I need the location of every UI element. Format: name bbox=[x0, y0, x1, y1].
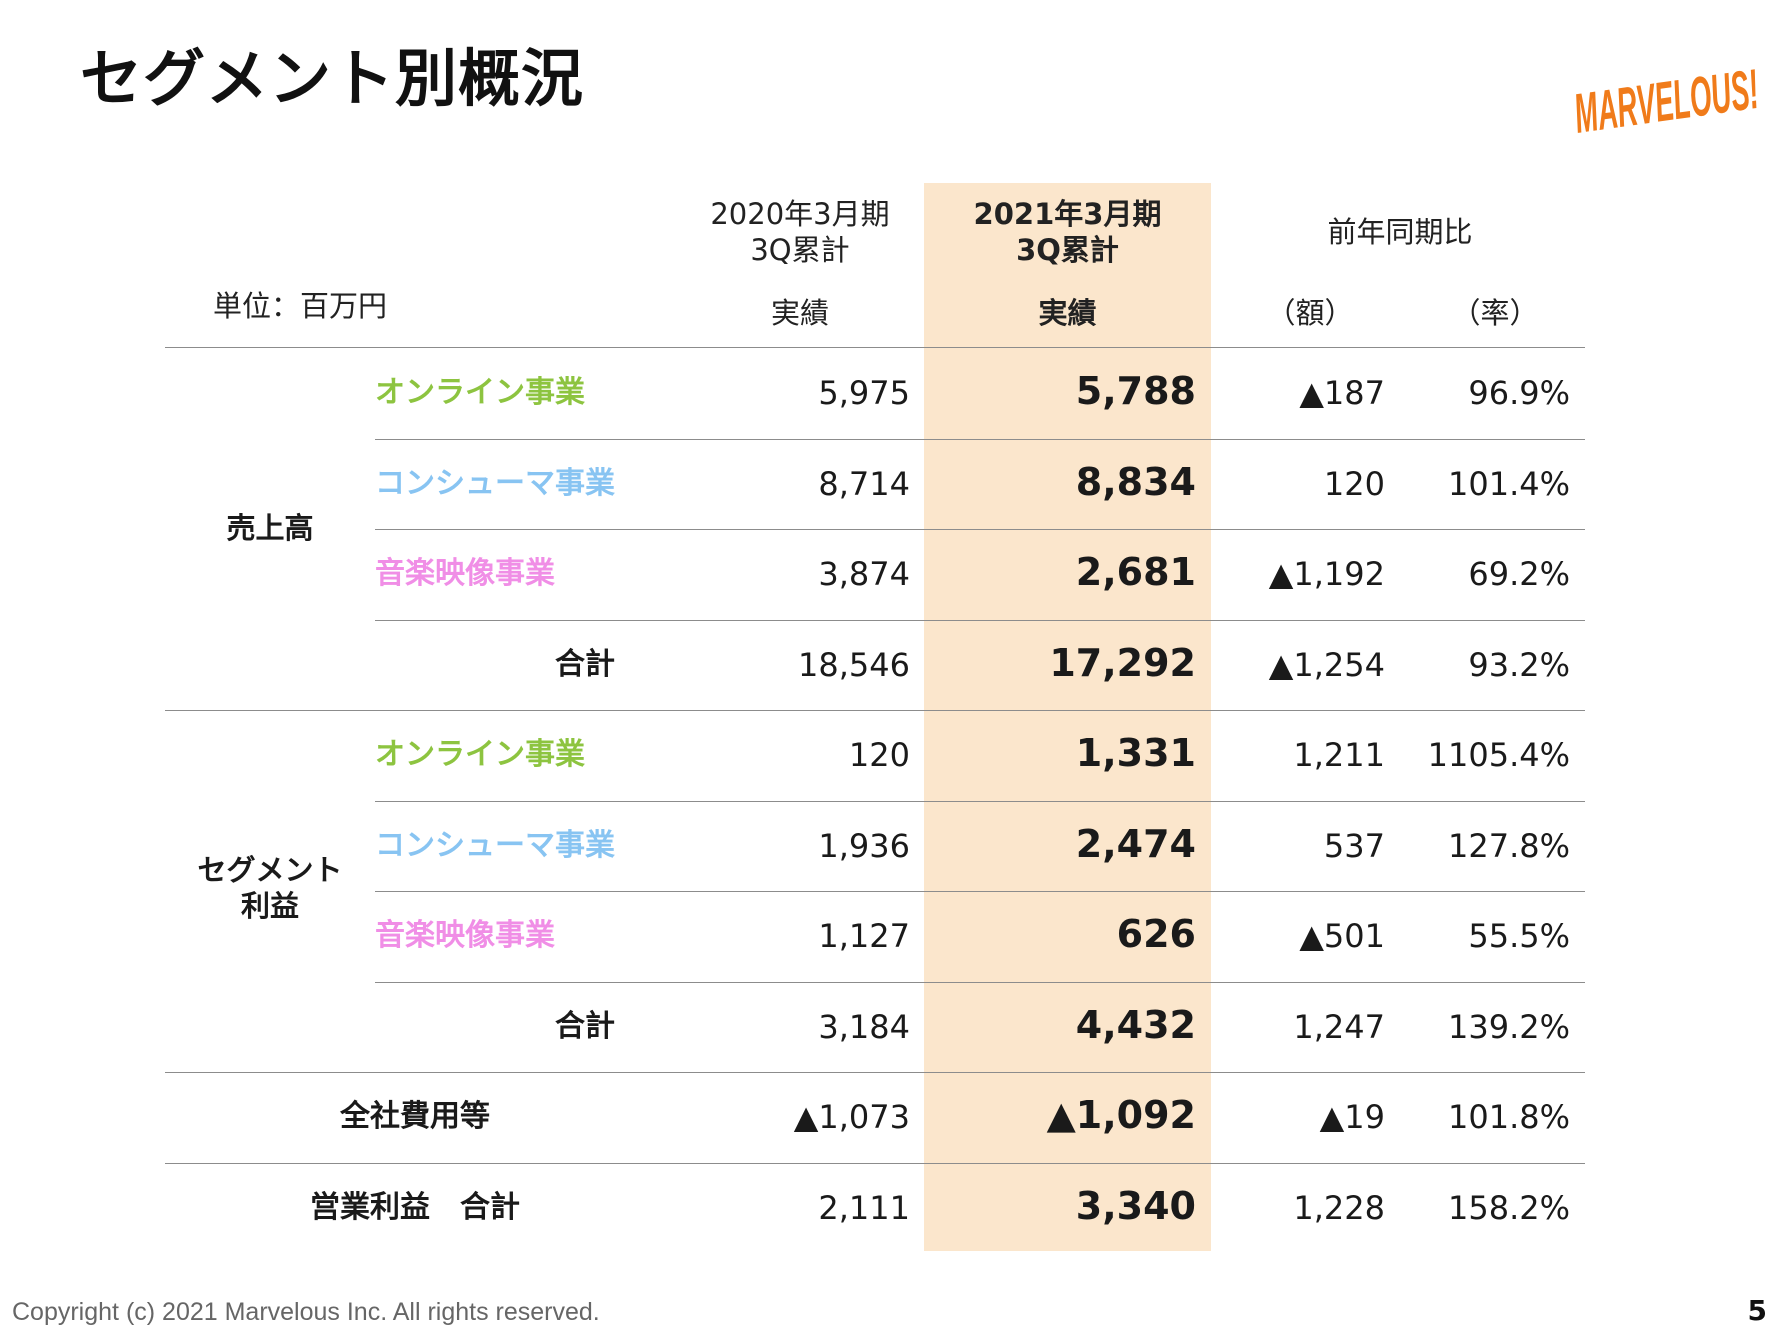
unit-label: 単位：百万円 bbox=[212, 289, 387, 323]
value-rate: 127.8% bbox=[1447, 826, 1570, 865]
value-diff: ▲501 bbox=[1299, 917, 1385, 956]
page-title: セグメント別概況 bbox=[80, 42, 585, 115]
value-curr: 5,788 bbox=[1075, 369, 1196, 414]
value-diff: 120 bbox=[1323, 464, 1385, 503]
value-curr: ▲1,092 bbox=[1046, 1093, 1196, 1138]
value-rate: 158.2% bbox=[1447, 1188, 1570, 1227]
value-diff: ▲187 bbox=[1299, 374, 1385, 413]
value-prev: 2,111 bbox=[818, 1188, 910, 1227]
row-divider-full bbox=[165, 710, 1585, 711]
value-curr: 2,681 bbox=[1075, 550, 1196, 595]
value-rate: 1105.4% bbox=[1427, 736, 1570, 775]
row-divider bbox=[375, 529, 1585, 530]
current-period-highlight bbox=[924, 183, 1211, 1251]
header-divider bbox=[165, 347, 1585, 348]
prev-sub-header: 実績 bbox=[770, 296, 829, 330]
row-label-music: 音楽映像事業 bbox=[375, 556, 555, 592]
value-rate: 101.4% bbox=[1447, 464, 1570, 503]
row-label-consumer: コンシューマ事業 bbox=[375, 827, 615, 863]
value-rate: 139.2% bbox=[1447, 1007, 1570, 1046]
value-prev: 18,546 bbox=[798, 645, 910, 684]
value-curr: 4,432 bbox=[1075, 1002, 1196, 1047]
row-label-online: オンライン事業 bbox=[375, 375, 585, 411]
value-diff: 537 bbox=[1323, 826, 1385, 865]
group-label-segment-profit: セグメント 利益 bbox=[197, 853, 343, 923]
yoy-rate-header: （率） bbox=[1451, 296, 1539, 330]
row-divider bbox=[375, 619, 1585, 621]
value-diff: 1,247 bbox=[1293, 1007, 1385, 1046]
value-diff: ▲1,192 bbox=[1268, 555, 1385, 594]
value-rate: 101.8% bbox=[1447, 1098, 1570, 1137]
value-prev: 5,975 bbox=[818, 374, 910, 413]
value-curr: 2,474 bbox=[1075, 821, 1196, 866]
curr-sub-header: 実績 bbox=[1038, 296, 1097, 330]
row-label-total: 合計 bbox=[555, 646, 615, 682]
row-divider-full bbox=[165, 1162, 1585, 1164]
row-divider bbox=[375, 438, 1585, 440]
value-curr: 1,331 bbox=[1075, 731, 1196, 776]
row-divider-full bbox=[165, 1072, 1585, 1073]
group-label-sales: 売上高 bbox=[226, 511, 314, 545]
row-label-online: オンライン事業 bbox=[375, 737, 585, 773]
svg-text:MARVELOUS!: MARVELOUS! bbox=[1570, 57, 1762, 140]
value-prev: ▲1,073 bbox=[793, 1098, 910, 1137]
value-rate: 96.9% bbox=[1468, 374, 1570, 413]
value-curr: 3,340 bbox=[1075, 1183, 1196, 1228]
value-prev: 8,714 bbox=[818, 464, 910, 503]
prev-period-header: 2020年3月期 3Q累計 bbox=[710, 197, 890, 267]
value-prev: 1,936 bbox=[818, 826, 910, 865]
row-label-wide: 営業利益 合計 bbox=[310, 1189, 520, 1225]
value-prev: 3,874 bbox=[818, 555, 910, 594]
row-label-music: 音楽映像事業 bbox=[375, 918, 555, 954]
value-curr: 17,292 bbox=[1049, 640, 1196, 685]
value-curr: 8,834 bbox=[1075, 459, 1196, 504]
value-diff: 1,228 bbox=[1293, 1188, 1385, 1227]
copyright: Copyright (c) 2021 Marvelous Inc. All ri… bbox=[12, 1298, 600, 1326]
page-number: 5 bbox=[1747, 1294, 1767, 1327]
row-divider bbox=[375, 800, 1585, 802]
value-diff: ▲19 bbox=[1319, 1098, 1385, 1137]
row-label-consumer: コンシューマ事業 bbox=[375, 465, 615, 501]
value-prev: 1,127 bbox=[818, 917, 910, 956]
value-rate: 55.5% bbox=[1468, 917, 1570, 956]
marvelous-logo: MARVELOUS! bbox=[1570, 57, 1762, 140]
value-rate: 69.2% bbox=[1468, 555, 1570, 594]
row-divider bbox=[375, 981, 1585, 983]
value-diff: 1,211 bbox=[1293, 736, 1385, 775]
curr-period-header: 2021年3月期 3Q累計 bbox=[973, 197, 1162, 267]
value-curr: 626 bbox=[1116, 912, 1196, 957]
value-prev: 120 bbox=[848, 736, 910, 775]
value-diff: ▲1,254 bbox=[1268, 645, 1385, 684]
value-prev: 3,184 bbox=[818, 1007, 910, 1046]
yoy-amount-header: （額） bbox=[1266, 296, 1354, 330]
row-divider bbox=[375, 891, 1585, 892]
row-label-wide: 全社費用等 bbox=[340, 1099, 490, 1135]
row-label-total: 合計 bbox=[555, 1008, 615, 1044]
value-rate: 93.2% bbox=[1468, 645, 1570, 684]
yoy-header: 前年同期比 bbox=[1327, 215, 1473, 249]
